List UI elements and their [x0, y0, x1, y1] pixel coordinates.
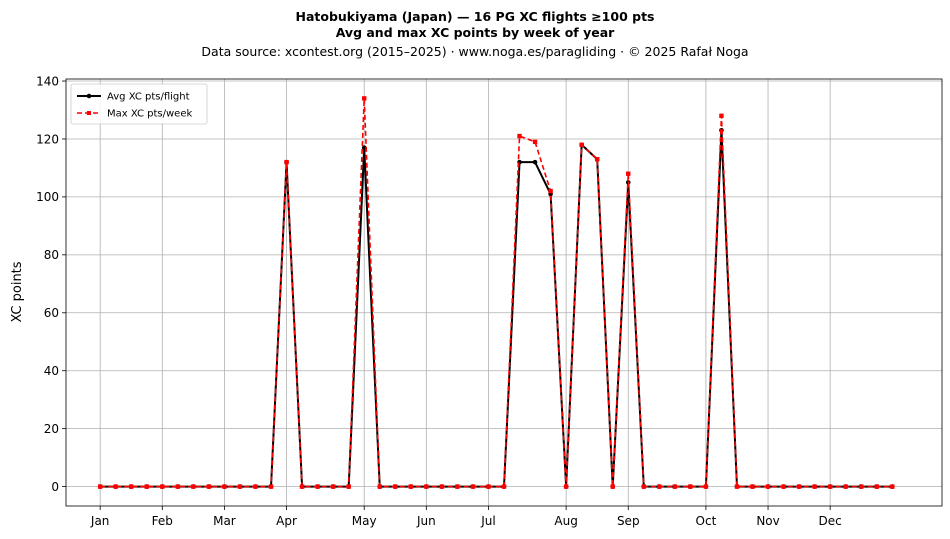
data-point-max — [393, 484, 398, 489]
data-point-max — [517, 133, 522, 139]
data-point-max — [688, 484, 693, 489]
y-tick-label: 20 — [44, 422, 59, 436]
series-line-max — [100, 97, 893, 488]
data-point-max — [144, 484, 149, 489]
data-point-max — [719, 113, 724, 118]
legend-label-max: Max XC pts/week — [107, 109, 192, 120]
x-tick-label: Aug — [554, 514, 577, 528]
data-point-max — [812, 484, 817, 489]
data-point-max — [859, 484, 864, 489]
data-point-max — [827, 484, 833, 489]
data-point-max — [641, 484, 646, 489]
y-axis-label: XC points — [10, 261, 25, 322]
data-point-max — [439, 484, 445, 489]
data-point-max — [206, 484, 212, 489]
legend-marker-max — [87, 111, 91, 115]
data-point-max — [626, 171, 631, 176]
x-tick-label: Oct — [696, 514, 717, 528]
x-tick-label: Nov — [756, 514, 779, 528]
data-point-avg — [532, 159, 538, 165]
data-point-max — [408, 484, 414, 489]
data-point-max — [765, 484, 771, 489]
legend-marker-avg — [86, 93, 92, 99]
legend-box — [70, 83, 208, 125]
y-tick-label: 60 — [44, 306, 59, 320]
x-tick-label: Sep — [617, 514, 640, 528]
chart-source-line: Data source: xcontest.org (2015–2025) · … — [201, 44, 748, 59]
series-layer — [97, 96, 895, 489]
data-point-max — [796, 484, 802, 489]
data-point-max — [191, 484, 196, 489]
data-point-max — [657, 484, 662, 489]
data-point-max — [253, 484, 258, 489]
y-tick-label: 40 — [44, 364, 59, 378]
legend: Avg XC pts/flight Max XC pts/week — [70, 83, 208, 125]
data-point-max — [750, 484, 755, 489]
x-tick-label: Mar — [213, 514, 236, 528]
data-point-max — [563, 484, 569, 489]
data-point-max — [455, 484, 460, 489]
data-point-max — [672, 484, 678, 489]
x-tick-label: Jul — [480, 514, 495, 528]
data-point-max — [579, 142, 584, 147]
data-point-max — [330, 484, 336, 489]
data-point-max — [501, 484, 507, 489]
x-tick-label: Jan — [90, 514, 110, 528]
data-point-max — [97, 484, 103, 489]
data-point-max — [874, 484, 879, 489]
plot-frame — [65, 78, 943, 507]
data-point-max — [781, 484, 786, 489]
y-tick-label: 80 — [44, 248, 59, 262]
data-point-max — [346, 484, 351, 489]
y-tick-label: 120 — [36, 132, 59, 146]
data-point-max — [315, 484, 320, 489]
data-point-max — [113, 484, 118, 489]
data-point-max — [470, 484, 476, 489]
series-line-avg — [100, 129, 893, 488]
chart-title: Hatobukiyama (Japan) — 16 PG XC flights … — [296, 9, 655, 24]
x-axis: Jan Feb Mar Apr May Jun Jul Aug Sep Oct Nov Dec — [90, 506, 842, 528]
data-point-max — [486, 484, 491, 489]
x-tick-label: Dec — [819, 514, 842, 528]
legend-label-avg: Avg XC pts/flight — [107, 92, 190, 103]
data-point-max — [610, 484, 615, 489]
data-point-max — [268, 484, 274, 489]
x-tick-label: May — [352, 514, 377, 528]
y-tick-label: 0 — [51, 480, 59, 494]
data-point-max — [129, 484, 134, 489]
data-point-max — [424, 484, 429, 489]
y-tick-label: 140 — [36, 74, 59, 88]
y-axis: 0 20 40 60 80 100 120 140 — [36, 74, 66, 494]
data-point-max — [843, 484, 848, 489]
data-point-max — [377, 484, 382, 489]
data-point-max — [237, 484, 243, 489]
data-point-max — [362, 96, 367, 101]
data-point-max — [890, 484, 895, 489]
data-point-max — [299, 484, 305, 489]
grid — [66, 79, 942, 506]
data-point-max — [548, 188, 553, 194]
x-tick-label: Feb — [152, 514, 173, 528]
data-point-max — [175, 484, 181, 489]
data-point-max — [734, 484, 740, 489]
y-tick-label: 100 — [36, 190, 59, 204]
data-point-max — [284, 159, 289, 165]
data-point-max — [160, 484, 165, 489]
chart-subtitle: Avg and max XC points by week of year — [336, 25, 615, 40]
data-point-max — [703, 484, 709, 489]
data-point-max — [222, 484, 227, 489]
data-point-max — [594, 157, 600, 162]
data-point-avg — [361, 145, 367, 150]
x-tick-label: Jun — [416, 514, 436, 528]
x-tick-label: Apr — [276, 514, 297, 528]
data-point-max — [532, 139, 538, 145]
